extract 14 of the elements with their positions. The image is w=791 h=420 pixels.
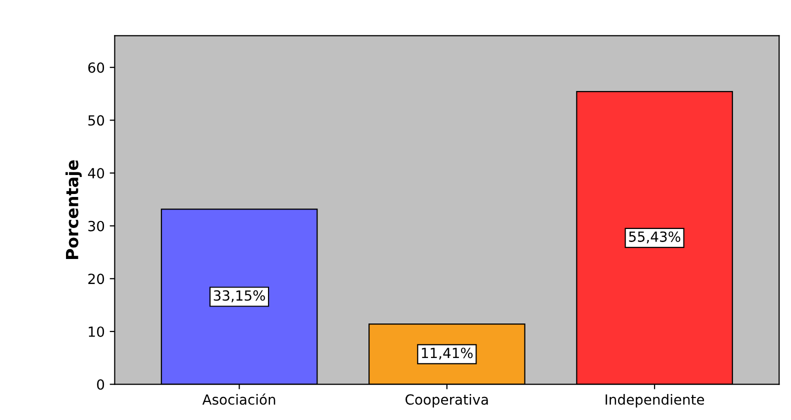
y-axis-title: Porcentaje: [65, 160, 82, 260]
y-tick-label: 40: [88, 168, 104, 178]
y-tick-label: 30: [88, 220, 104, 232]
data-label: 11,41%: [422, 348, 473, 360]
x-tick-label: Cooperativa: [406, 394, 488, 408]
x-tick-label: Independiente: [606, 394, 704, 408]
y-tick-label: 10: [88, 326, 104, 337]
data-label: 33,15%: [214, 290, 265, 302]
y-tick-label: 60: [88, 62, 104, 73]
data-label: 55,43%: [629, 231, 680, 244]
y-tick-label: 50: [88, 115, 104, 126]
y-tick-label: 0: [97, 379, 104, 390]
x-tick-label: Asociación: [202, 393, 276, 405]
y-tick-label: 20: [88, 274, 104, 284]
